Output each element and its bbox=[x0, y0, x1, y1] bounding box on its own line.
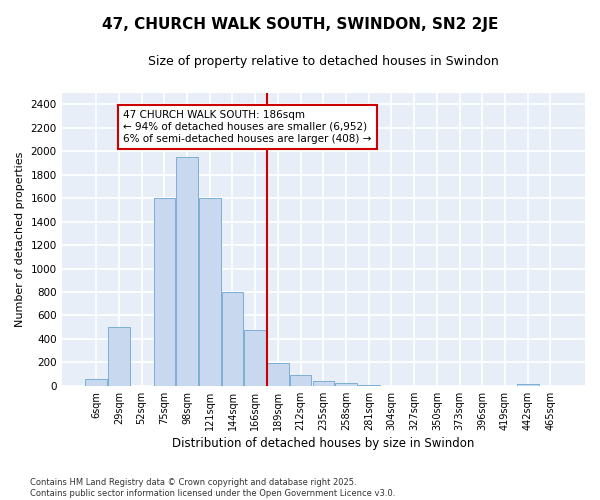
Bar bbox=[85, 380, 107, 386]
X-axis label: Distribution of detached houses by size in Swindon: Distribution of detached houses by size … bbox=[172, 437, 475, 450]
Bar bbox=[335, 384, 357, 386]
Bar bbox=[176, 157, 198, 386]
Bar bbox=[199, 198, 221, 386]
Text: 47 CHURCH WALK SOUTH: 186sqm
← 94% of detached houses are smaller (6,952)
6% of : 47 CHURCH WALK SOUTH: 186sqm ← 94% of de… bbox=[124, 110, 372, 144]
Bar bbox=[108, 327, 130, 386]
Bar bbox=[267, 363, 289, 386]
Bar bbox=[244, 330, 266, 386]
Bar bbox=[517, 384, 539, 386]
Text: 47, CHURCH WALK SOUTH, SWINDON, SN2 2JE: 47, CHURCH WALK SOUTH, SWINDON, SN2 2JE bbox=[102, 18, 498, 32]
Bar bbox=[313, 381, 334, 386]
Bar bbox=[290, 376, 311, 386]
Text: Contains HM Land Registry data © Crown copyright and database right 2025.
Contai: Contains HM Land Registry data © Crown c… bbox=[30, 478, 395, 498]
Title: Size of property relative to detached houses in Swindon: Size of property relative to detached ho… bbox=[148, 55, 499, 68]
Y-axis label: Number of detached properties: Number of detached properties bbox=[15, 152, 25, 327]
Bar bbox=[222, 292, 243, 386]
Bar bbox=[154, 198, 175, 386]
Bar bbox=[358, 384, 380, 386]
